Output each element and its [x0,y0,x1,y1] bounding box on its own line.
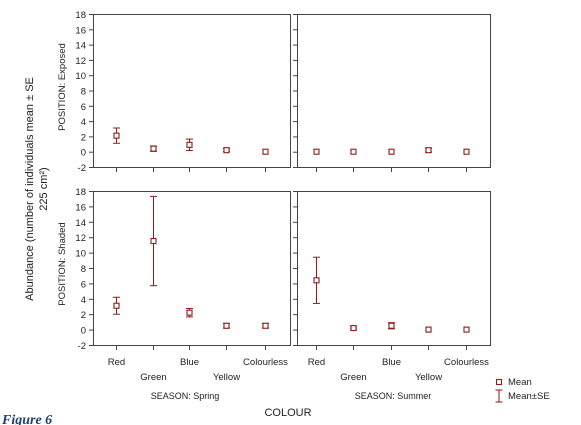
legend-se-label: Mean±SE [508,391,550,402]
panel-frame [93,191,291,346]
mean-marker-colourless [463,148,470,155]
row-label-shaded: POSITION: Shaded [57,222,68,305]
y-tick-label: 18 [75,10,86,21]
y-tick-label: 14 [75,218,86,229]
x-tick-label-green: Green [340,372,366,383]
y-tick-label: 4 [81,295,86,306]
mean-marker-colourless [262,148,269,155]
panel-frame [297,14,491,168]
panel-spring-exposed: -2 0 2 4 6 8 10 12 14 16 18 [75,10,291,174]
y-tick-label: 18 [75,187,86,198]
y-tick-label: 0 [81,148,86,159]
x-tick-label-blue: Blue [382,357,401,368]
y-tick-label: 0 [81,326,86,337]
y-tick-label: 6 [81,279,86,290]
mean-marker-red [113,132,120,139]
mean-marker-blue [388,322,395,329]
y-tick-label: 2 [81,310,86,321]
mean-marker-blue [388,148,395,155]
column-label-summer: SEASON: Summer [355,391,432,401]
x-tick-label-yellow: Yellow [213,372,240,383]
chart-panels: -2 0 2 4 6 8 10 12 14 16 18 -2 0 2 4 6 8 10 12 14 16 18 Red Gre… [75,10,491,383]
y-tick-label: -2 [78,341,86,352]
x-tick-label-green: Green [140,372,166,383]
mean-marker-blue [186,309,193,316]
y-tick-label: 12 [75,56,86,67]
y-tick-label: 8 [81,264,86,275]
legend-mean-marker [495,378,503,386]
y-axis-label-line2: 225 cm²) [38,167,50,210]
panel-summer-exposed [293,14,491,172]
mean-marker-green [350,325,357,332]
y-tick-label: 10 [75,249,86,260]
mean-marker-yellow [425,326,432,333]
mean-marker-yellow [223,147,230,154]
legend-mean-label: Mean [508,377,532,388]
y-tick-label: 16 [75,25,86,36]
x-axis-label: COLOUR [264,407,311,419]
x-tick-label-colourless: Colourless [444,357,489,368]
mean-marker-yellow [223,322,230,329]
x-tick-label-red: Red [108,357,125,368]
y-tick-label: 12 [75,233,86,244]
mean-marker-yellow [425,147,432,154]
legend: Mean Mean±SE [495,377,550,403]
y-tick-label: 2 [81,132,86,143]
mean-marker-green [350,148,357,155]
y-tick-label: 14 [75,41,86,52]
panel-spring-shaded: -2 0 2 4 6 8 10 12 14 16 18 Red Green Blue YellowColou… [75,187,291,383]
x-tick-label-red: Red [308,357,325,368]
y-tick-label: 16 [75,202,86,213]
x-tick-label-yellow: Yellow [415,372,442,383]
y-tick-label: 6 [81,102,86,113]
mean-marker-red [113,302,120,309]
y-tick-label: 4 [81,117,86,128]
row-label-exposed: POSITION: Exposed [57,43,68,131]
y-axis-label-line1: Abundance (number of individuals mean ± … [24,77,36,301]
mean-marker-colourless [463,326,470,333]
mean-marker-red [313,277,320,284]
column-label-spring: SEASON: Spring [151,391,220,401]
y-tick-label: -2 [78,163,86,174]
mean-marker-red [313,148,320,155]
mean-marker-green [150,238,157,245]
y-tick-label: 8 [81,87,86,98]
y-tick-label: 10 [75,71,86,82]
mean-marker-green [150,145,157,152]
mean-marker-colourless [262,322,269,329]
mean-marker-blue [186,141,193,148]
x-tick-label-blue: Blue [180,357,199,368]
figure-caption: Figure 6 [2,414,53,425]
x-tick-label-colourless: Colourless [243,357,288,368]
